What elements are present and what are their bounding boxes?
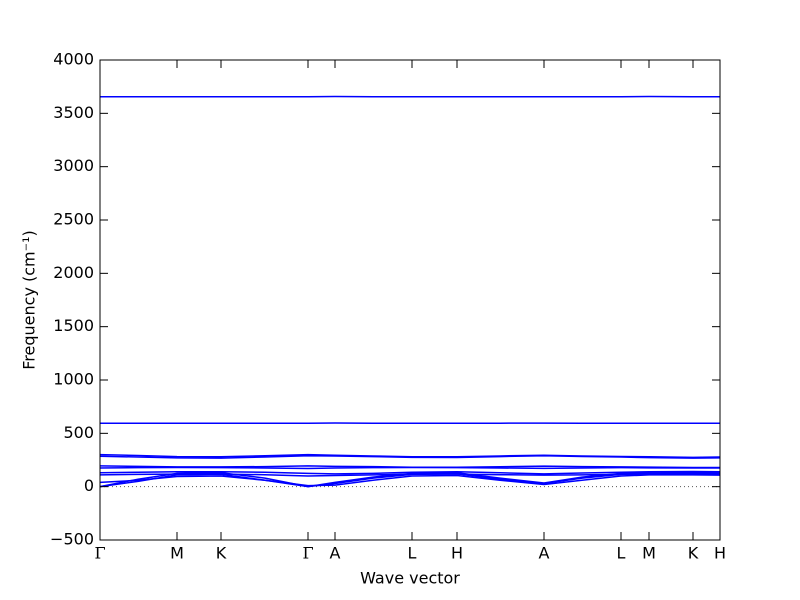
band-line xyxy=(99,454,721,459)
x-tick-label: K xyxy=(688,544,699,563)
y-tick-label: −500 xyxy=(50,530,94,549)
x-tick-label: Γ xyxy=(94,544,105,563)
x-tick-label: A xyxy=(539,544,550,563)
band-line xyxy=(99,466,720,470)
x-tick-label: L xyxy=(408,544,417,563)
x-tick-label: A xyxy=(330,544,341,563)
x-tick-label: L xyxy=(617,544,626,563)
y-tick-label: 3500 xyxy=(53,103,94,122)
y-tick-label: 2500 xyxy=(53,210,94,229)
y-tick-label: 2000 xyxy=(53,263,94,282)
y-tick-label: 3000 xyxy=(53,156,94,175)
band-line xyxy=(99,473,720,477)
x-axis-label: Wave vector xyxy=(360,569,460,588)
x-tick-label: M xyxy=(170,544,184,563)
y-tick-label: 500 xyxy=(63,423,94,442)
y-axis-label: Frequency (cm⁻¹) xyxy=(20,230,39,369)
y-tick-label: 1500 xyxy=(53,316,94,335)
y-tick-label: 0 xyxy=(84,476,94,495)
band-line xyxy=(99,470,721,475)
x-tick-label: Γ xyxy=(302,544,313,563)
band-line xyxy=(99,474,721,487)
x-tick-label: H xyxy=(451,544,463,563)
x-tick-label: K xyxy=(216,544,227,563)
y-tick-label: 4000 xyxy=(53,50,94,69)
x-tick-label: H xyxy=(714,544,726,563)
y-tick-label: 1000 xyxy=(53,370,94,389)
plot-frame xyxy=(99,59,721,541)
x-tick-label: M xyxy=(642,544,656,563)
